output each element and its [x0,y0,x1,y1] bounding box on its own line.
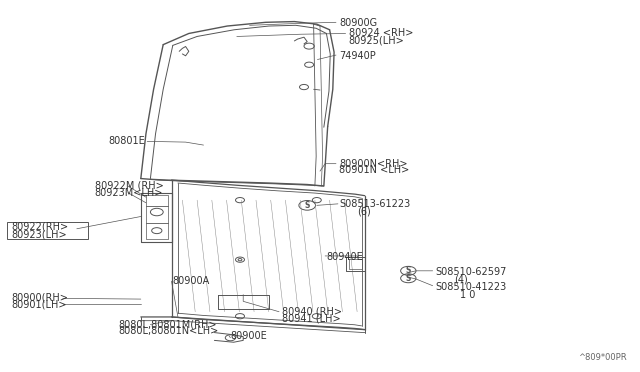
Text: 80900A: 80900A [173,276,210,286]
Text: 80900G: 80900G [339,18,378,28]
Text: 80901N <LH>: 80901N <LH> [339,166,410,175]
Text: 8080L,80801N<LH>: 8080L,80801N<LH> [118,326,219,336]
Text: S: S [305,201,310,210]
Text: S08510-41223: S08510-41223 [435,282,506,292]
Text: S: S [406,274,411,283]
Text: (6): (6) [357,206,371,216]
Text: S: S [406,266,411,275]
Text: 80923M<LH>: 80923M<LH> [95,188,163,198]
Text: S08513-61223: S08513-61223 [339,199,410,209]
Text: 1 0: 1 0 [460,290,475,299]
Text: 80925(LH>: 80925(LH> [349,35,404,45]
Text: 80922(RH>: 80922(RH> [12,222,68,232]
Text: 80900(RH>: 80900(RH> [12,293,68,302]
Text: 80923(LH>: 80923(LH> [12,230,67,239]
Text: 80940 (RH>: 80940 (RH> [282,307,342,317]
Text: 80901(LH>: 80901(LH> [12,299,67,309]
Text: 80922M (RH>: 80922M (RH> [95,181,163,191]
Text: 80900E: 80900E [230,331,267,341]
Text: (4): (4) [454,274,468,284]
Text: ^809*00PR: ^809*00PR [579,353,627,362]
Text: 80924 <RH>: 80924 <RH> [349,29,413,38]
Text: S08510-62597: S08510-62597 [435,267,507,276]
Text: 74940P: 74940P [339,51,376,61]
Text: 8080L,80801M(RH>: 8080L,80801M(RH> [118,320,217,329]
Text: 80900N<RH>: 80900N<RH> [339,159,408,169]
Text: 80940E: 80940E [326,252,363,262]
Text: 80941 (LH>: 80941 (LH> [282,314,340,323]
Text: 80801E: 80801E [109,137,145,146]
